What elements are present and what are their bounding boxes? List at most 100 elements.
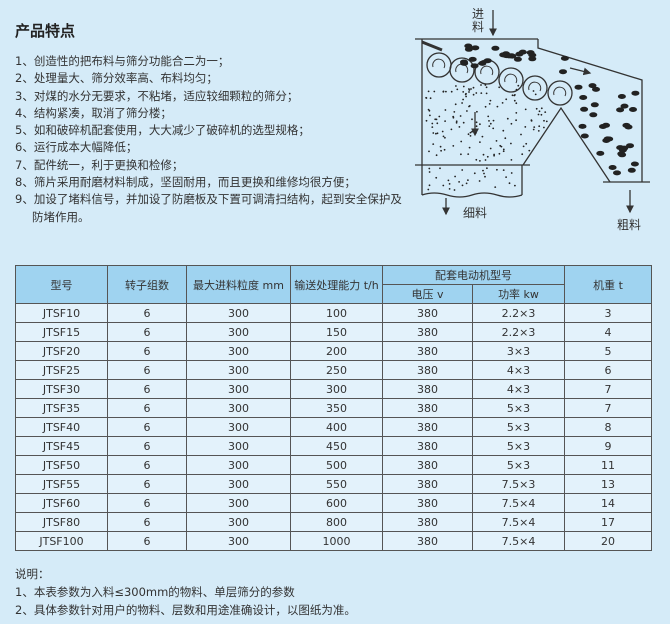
particle: [494, 186, 497, 189]
particle: [629, 107, 637, 112]
particle: [479, 123, 481, 126]
screen-diagram: 进 料 细料 粗料: [415, 7, 650, 232]
table-cell: 300: [186, 531, 291, 551]
table-cell: JTSF15: [15, 322, 108, 342]
table-row: JTSF100 6 300 1000 380 7.5×4 20: [15, 531, 652, 551]
particle: [470, 63, 479, 69]
table-cell: JTSF25: [15, 360, 108, 380]
particle: [455, 120, 458, 123]
particle: [540, 113, 543, 116]
table-cell: 380: [382, 360, 473, 380]
particle: [443, 148, 446, 151]
particle: [505, 176, 507, 179]
particle: [588, 83, 597, 89]
table-cell: 6: [564, 360, 652, 380]
roller-icon: [547, 80, 573, 106]
particle: [462, 85, 465, 88]
particle: [574, 84, 583, 90]
particle: [433, 90, 436, 93]
particle: [444, 136, 446, 139]
table-cell: 550: [290, 474, 383, 494]
table-row: JTSF30 6 300 300 380 4×3 7: [15, 379, 652, 399]
table-cell: 6: [107, 455, 187, 475]
particle: [482, 169, 484, 172]
particle: [429, 97, 432, 100]
header-max-feed: 最大进料粒度 mm: [186, 265, 291, 304]
table-cell: 7: [564, 398, 652, 418]
particle: [444, 120, 446, 122]
particle: [492, 119, 495, 122]
table-row: JTSF15 6 300 150 380 2.2×3 4: [15, 322, 652, 342]
table-cell: 6: [107, 493, 187, 513]
table-cell: 5: [564, 341, 652, 361]
particle: [528, 52, 537, 58]
particle: [590, 102, 599, 108]
particle: [438, 115, 441, 118]
particle: [534, 93, 537, 96]
particle: [471, 45, 480, 51]
header-model: 型号: [15, 265, 108, 304]
table-cell: 500: [290, 455, 383, 475]
particle: [515, 119, 517, 122]
particle: [435, 118, 438, 121]
particle: [508, 182, 511, 185]
particle: [427, 90, 430, 93]
particle: [428, 109, 431, 112]
particle: [468, 105, 470, 108]
particle: [482, 153, 485, 156]
particles: [425, 43, 640, 191]
table-cell: 250: [290, 360, 383, 380]
table-cell: JTSF20: [15, 341, 108, 361]
particle: [495, 140, 498, 142]
fine-label: 细料: [463, 206, 487, 220]
feature-item: 3、对煤的水分无要求，不粘堵，适应较细颗粒的筛分；: [15, 88, 299, 103]
particle: [545, 120, 548, 123]
particle: [608, 165, 617, 170]
particle: [486, 155, 489, 158]
header-voltage: 电压 v: [382, 284, 473, 304]
table-row: JTSF10 6 300 100 380 2.2×3 3: [15, 303, 652, 323]
table-cell: 380: [382, 474, 473, 494]
table-cell: 5×3: [472, 436, 565, 456]
particle: [493, 153, 495, 156]
particle: [510, 159, 513, 161]
particle: [543, 126, 545, 129]
table-cell: 6: [107, 531, 187, 551]
table-row: JTSF40 6 300 400 380 5×3 8: [15, 417, 652, 437]
rotation-arrow-icon: [553, 86, 567, 97]
particle: [515, 51, 524, 57]
particle: [515, 102, 518, 105]
particle: [510, 142, 512, 145]
table-cell: 300: [186, 379, 291, 399]
particle: [474, 132, 477, 134]
particle: [439, 167, 441, 170]
particle: [479, 160, 481, 162]
particle: [461, 169, 464, 171]
table-cell: JTSF100: [15, 531, 108, 551]
particle: [626, 143, 634, 149]
particle: [475, 125, 478, 128]
particle: [459, 115, 462, 117]
particle: [631, 90, 640, 96]
notes-title: 说明：: [15, 567, 50, 581]
particle: [435, 176, 438, 179]
particle: [599, 124, 607, 129]
particle: [427, 188, 430, 191]
roller-icon: [522, 75, 548, 101]
particle: [491, 45, 500, 51]
particle: [460, 153, 462, 156]
header-capacity: 输送处理能力 t/h: [290, 265, 383, 304]
table-cell: 800: [290, 512, 383, 532]
particle: [613, 170, 621, 176]
particle: [624, 124, 633, 130]
particle: [475, 158, 478, 161]
table-cell: 20: [564, 531, 652, 551]
particle: [479, 141, 481, 144]
particle: [537, 113, 540, 116]
table-cell: 300: [186, 341, 291, 361]
particle: [450, 128, 453, 131]
table-cell: 300: [186, 398, 291, 418]
particle: [505, 98, 508, 101]
table-cell: 380: [382, 436, 473, 456]
rotation-arrow-icon: [504, 73, 518, 84]
